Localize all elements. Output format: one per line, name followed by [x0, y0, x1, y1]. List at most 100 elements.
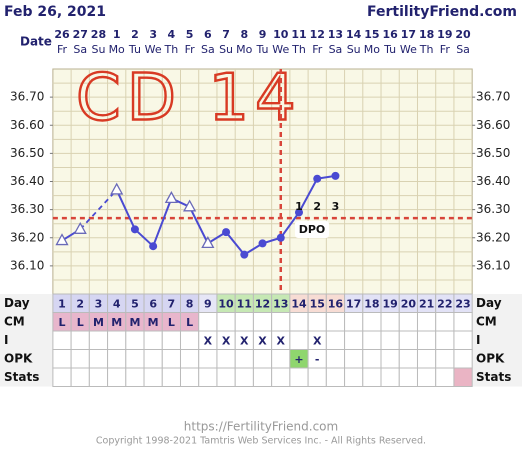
table-cell — [453, 330, 473, 350]
cell-text: 3 — [95, 297, 103, 310]
table-cell — [435, 367, 455, 387]
y-tick-label: 36.50 — [10, 146, 44, 160]
row-label: Stats — [4, 370, 39, 384]
cell-text: - — [315, 353, 320, 366]
cell-text: + — [294, 353, 303, 366]
table-cell — [216, 367, 236, 387]
cell-text: 17 — [346, 297, 361, 310]
table-cell — [252, 312, 273, 332]
weekday-label: Sa — [201, 43, 215, 56]
table-cell — [325, 349, 346, 369]
table-cell — [107, 367, 127, 387]
table-cell — [161, 330, 181, 350]
table-cell — [252, 349, 273, 369]
cell-text: L — [58, 316, 65, 329]
cell-text: M — [111, 316, 122, 329]
table-cell — [435, 330, 455, 350]
y-tick-label: 36.10 — [10, 258, 44, 272]
table-cell — [398, 367, 418, 387]
x-tick-label: 16 — [382, 28, 398, 41]
temperature-point — [130, 225, 139, 234]
table-cell — [325, 312, 346, 332]
cell-text: X — [313, 334, 322, 347]
x-tick-label: 14 — [346, 28, 362, 41]
temperature-point — [258, 239, 267, 248]
table-cell — [325, 330, 346, 350]
temperature-point — [55, 233, 69, 246]
table-cell — [88, 330, 109, 350]
table-cell — [435, 349, 455, 369]
table-cell — [125, 349, 145, 369]
x-tick-label: 28 — [91, 28, 106, 41]
y-tick-label-right: 36.20 — [476, 230, 510, 244]
row-label: Day — [4, 296, 30, 310]
x-tick-label: 18 — [419, 28, 434, 41]
x-tick-label: 27 — [73, 28, 88, 41]
table-cell — [416, 330, 437, 350]
weekday-label: Mo — [364, 43, 380, 56]
cell-text: L — [186, 316, 193, 329]
cell-text: 2 — [76, 297, 84, 310]
cell-text: 4 — [113, 297, 121, 310]
table-cell — [70, 349, 90, 369]
table-cell — [216, 349, 236, 369]
table-cell — [125, 330, 145, 350]
table-cell — [161, 349, 181, 369]
cell-text: X — [240, 334, 249, 347]
table-cell — [362, 349, 382, 369]
chart-date: Feb 26, 2021 — [4, 4, 106, 20]
x-tick-label: 11 — [291, 28, 306, 41]
table-cell — [453, 367, 473, 387]
weekday-label: We — [145, 43, 162, 56]
table-cell — [252, 367, 273, 387]
weekday-label: Su — [347, 43, 361, 56]
table-cell — [289, 330, 309, 350]
cell-text: L — [77, 316, 84, 329]
temperature-point — [110, 182, 124, 195]
weekday-label: Tu — [383, 43, 396, 56]
x-tick-label: 26 — [54, 28, 70, 41]
table-cell — [453, 349, 473, 369]
cell-text: L — [168, 316, 175, 329]
table-cell — [362, 330, 382, 350]
table-cell — [307, 312, 327, 332]
dpo-number: 3 — [332, 200, 340, 213]
table-cell — [198, 312, 218, 332]
table-cell — [271, 312, 291, 332]
site-name: FertilityFriend.com — [367, 4, 517, 20]
table-cell — [179, 367, 200, 387]
x-tick-label: 10 — [273, 28, 289, 41]
y-tick-label-right: 36.10 — [476, 258, 510, 272]
table-cell — [325, 367, 346, 387]
dpo-label: DPO — [299, 223, 326, 236]
x-tick-label: 20 — [455, 28, 471, 41]
y-tick-label: 36.60 — [10, 118, 44, 132]
x-tick-label: 12 — [310, 28, 325, 41]
weekday-label: Tu — [256, 43, 269, 56]
temperature-point — [164, 191, 178, 204]
temperature-point — [73, 221, 87, 234]
table-cell — [362, 367, 382, 387]
cell-text: 5 — [131, 297, 139, 310]
table-cell — [143, 367, 163, 387]
x-tick-label: 3 — [149, 28, 157, 41]
cell-text: 9 — [204, 297, 212, 310]
weekday-label: Th — [291, 43, 306, 56]
table-cell — [234, 349, 254, 369]
table-cell — [416, 367, 437, 387]
y-tick-label: 36.30 — [10, 202, 44, 216]
weekday-label: We — [400, 43, 417, 56]
y-tick-label-right: 36.60 — [476, 118, 510, 132]
footer-url: https://FertilityFriend.com — [184, 420, 338, 434]
row-label-right: Stats — [476, 370, 511, 384]
cell-text: 23 — [455, 297, 470, 310]
y-tick-label-right: 36.30 — [476, 202, 510, 216]
weekday-label: Fr — [440, 43, 451, 56]
table-cell — [380, 349, 400, 369]
table-cell — [344, 312, 364, 332]
table-cell — [198, 367, 218, 387]
cell-text: 12 — [255, 297, 270, 310]
annotation: CD 14 — [76, 62, 302, 136]
table-cell — [107, 349, 127, 369]
